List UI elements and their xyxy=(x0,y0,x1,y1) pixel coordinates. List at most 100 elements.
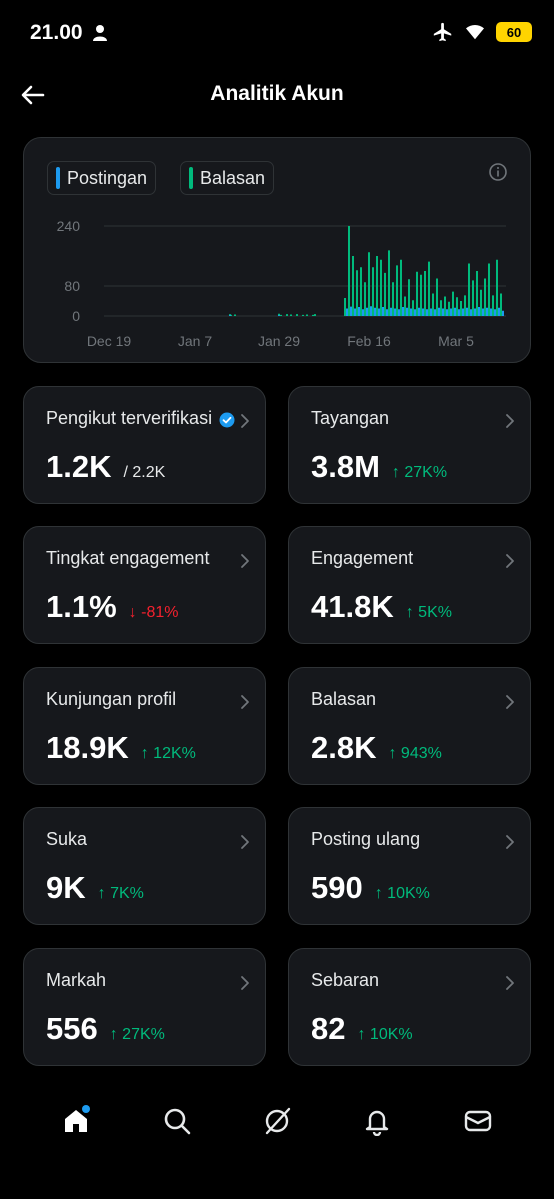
bar-balasan xyxy=(296,314,298,316)
bar-balasan xyxy=(368,252,370,316)
stat-card[interactable]: Posting ulang 590 ↑ 10K% xyxy=(288,807,531,925)
y-tick-label: 240 xyxy=(57,218,81,234)
stat-value: 9K xyxy=(46,870,86,905)
bar-postingan xyxy=(462,308,464,316)
bar-balasan xyxy=(424,271,426,316)
bar-postingan xyxy=(229,315,231,316)
legend-chip-postingan[interactable]: Postingan xyxy=(47,161,157,195)
bar-postingan xyxy=(474,308,476,316)
chevron-right-icon xyxy=(506,414,514,428)
bar-balasan xyxy=(468,263,470,316)
bar-postingan xyxy=(486,307,488,316)
bar-balasan xyxy=(436,278,438,316)
stat-card[interactable]: Tayangan 3.8M ↑ 27K% xyxy=(288,386,531,504)
bar-postingan xyxy=(410,308,412,316)
stat-change: ↑ 27K% xyxy=(109,1026,165,1043)
bar-postingan xyxy=(426,309,428,316)
stat-change: ↑ 10K% xyxy=(357,1026,413,1043)
bar-balasan xyxy=(392,282,394,316)
stat-card[interactable]: Kunjungan profil 18.9K ↑ 12K% xyxy=(23,667,266,785)
back-arrow-icon[interactable] xyxy=(18,80,48,110)
stat-card[interactable]: Sebaran 82 ↑ 10K% xyxy=(288,948,531,1066)
bar-postingan xyxy=(386,309,388,316)
stat-label: Markah xyxy=(46,970,107,990)
bar-balasan xyxy=(400,259,402,316)
stat-card[interactable]: Markah 556 ↑ 27K% xyxy=(23,948,266,1066)
stat-label: Pengikut terverifikasi xyxy=(46,408,213,428)
nav-grok[interactable] xyxy=(257,1101,297,1141)
bar-postingan xyxy=(490,308,492,316)
stat-value-row: 9K ↑ 7K% xyxy=(46,870,144,906)
bar-balasan xyxy=(496,259,498,316)
legend-swatch-postingan xyxy=(56,167,60,189)
stat-value: 2.8K xyxy=(311,730,377,765)
person-icon xyxy=(93,25,107,41)
bar-balasan xyxy=(234,314,236,316)
status-indicators: 60 xyxy=(432,21,532,43)
bar-postingan xyxy=(446,309,448,316)
home-notification-dot xyxy=(82,1105,91,1113)
bar-postingan xyxy=(430,308,432,316)
bar-postingan xyxy=(434,309,436,316)
bar-postingan xyxy=(382,307,384,316)
bar-balasan xyxy=(448,301,450,316)
bar-postingan xyxy=(354,308,356,316)
stat-card[interactable]: Tingkat engagement 1.1% ↓ -81% xyxy=(23,526,266,644)
stat-card[interactable]: Pengikut terverifikasi 1.2K / 2.2K xyxy=(23,386,266,504)
stat-card[interactable]: Balasan 2.8K ↑ 943% xyxy=(288,667,531,785)
stat-value-row: 556 ↑ 27K% xyxy=(46,1011,165,1047)
stat-change: ↓ -81% xyxy=(128,604,179,621)
bar-postingan xyxy=(402,307,404,316)
bar-balasan xyxy=(356,270,358,316)
info-icon[interactable] xyxy=(488,162,508,182)
stat-label: Engagement xyxy=(311,548,414,568)
nav-messages[interactable] xyxy=(458,1101,498,1141)
stat-value-row: 41.8K ↑ 5K% xyxy=(311,589,452,625)
stat-value-row: 3.8M ↑ 27K% xyxy=(311,449,447,485)
chevron-right-icon xyxy=(241,976,249,990)
stat-value-row: 82 ↑ 10K% xyxy=(311,1011,413,1047)
bar-balasan xyxy=(290,314,292,316)
bar-postingan xyxy=(390,307,392,316)
bottom-nav xyxy=(0,1090,554,1152)
battery-indicator: 60 xyxy=(496,22,532,42)
bar-balasan xyxy=(456,297,458,316)
bar-balasan xyxy=(472,280,474,316)
stat-card[interactable]: Engagement 41.8K ↑ 5K% xyxy=(288,526,531,644)
nav-home[interactable] xyxy=(56,1101,96,1141)
stat-value: 1.2K xyxy=(46,449,112,484)
status-time: 21.00 xyxy=(30,21,83,44)
bar-balasan xyxy=(408,279,410,316)
bar-balasan xyxy=(404,296,406,316)
bar-balasan xyxy=(384,272,386,316)
stat-card[interactable]: Suka 9K ↑ 7K% xyxy=(23,807,266,925)
nav-notifications[interactable] xyxy=(357,1101,397,1141)
page-title: Analitik Akun xyxy=(210,82,344,105)
bar-postingan xyxy=(350,306,352,316)
bar-balasan xyxy=(306,314,308,316)
stat-value: 18.9K xyxy=(46,730,129,765)
stat-change: ↑ 943% xyxy=(388,745,442,762)
stat-label: Kunjungan profil xyxy=(46,689,177,709)
stat-value: 590 xyxy=(311,870,363,905)
nav-search[interactable] xyxy=(157,1101,197,1141)
stat-value-row: 1.2K / 2.2K xyxy=(46,449,165,485)
chart-card: Postingan Balasan 240 80 0 Dec 19 Jan 7 Jan 2… xyxy=(23,137,531,363)
bar-balasan xyxy=(314,314,316,316)
bar-balasan xyxy=(476,271,478,316)
x-tick-label: Mar 5 xyxy=(438,333,474,349)
bar-postingan xyxy=(378,308,380,316)
bar-balasan xyxy=(344,298,346,316)
bar-balasan xyxy=(364,282,366,316)
bar-postingan xyxy=(478,307,480,316)
stat-value: 556 xyxy=(46,1011,98,1046)
status-bar: 21.00 60 xyxy=(0,0,554,66)
chevron-right-icon xyxy=(506,554,514,568)
chevron-right-icon xyxy=(241,695,249,709)
bar-balasan xyxy=(444,296,446,316)
legend-chip-balasan[interactable]: Balasan xyxy=(180,161,275,195)
bar-balasan xyxy=(380,259,382,316)
bar-balasan xyxy=(420,274,422,316)
wifi-icon xyxy=(466,24,484,40)
stat-label: Suka xyxy=(46,829,88,849)
